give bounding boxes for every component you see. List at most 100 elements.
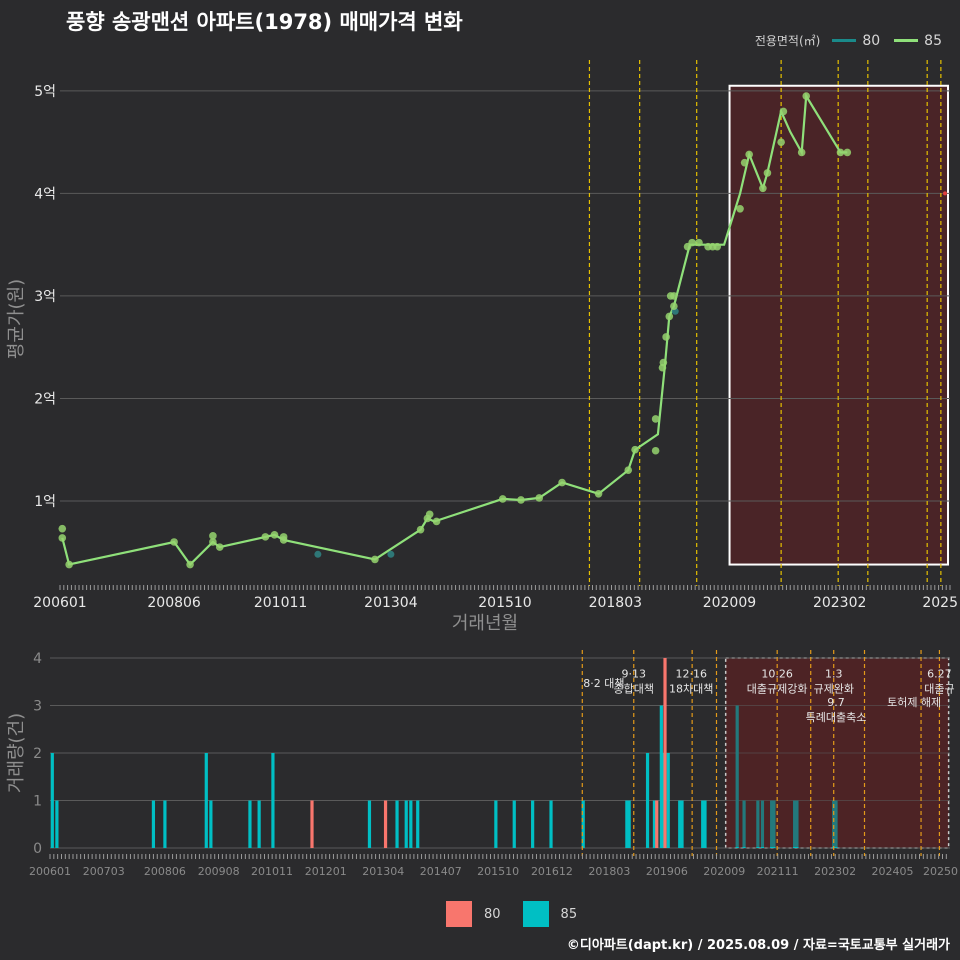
series-85-point xyxy=(843,148,852,157)
series-85-bar xyxy=(834,800,838,848)
policy-annotation: 규제완화 xyxy=(813,683,853,696)
series-85-point xyxy=(688,238,696,247)
x-tick-label: 201304 xyxy=(362,865,404,878)
series-85-bar xyxy=(50,753,54,848)
series-85-bar xyxy=(793,800,797,848)
series-85-bar xyxy=(512,800,516,848)
footer-credit: ©디아파트(dapt.kr) / 2025.08.09 / 자료=국토교통부 실… xyxy=(566,938,950,953)
series-85-point xyxy=(58,524,67,533)
series-85-point xyxy=(58,534,67,542)
x-tick-label: 202009 xyxy=(703,595,756,611)
x-tick-label: 202009 xyxy=(703,865,745,878)
series-85-point xyxy=(209,538,217,546)
legend-swatch-85 xyxy=(894,39,919,42)
series-85-point xyxy=(670,292,678,300)
series-85-bar xyxy=(770,800,774,848)
series-85-bar xyxy=(581,800,585,848)
policy-annotation: 종합대책 xyxy=(614,683,654,696)
y-tick-label: 2 xyxy=(33,746,42,762)
legend-bottom: 80 85 xyxy=(446,901,577,927)
series-85-bar xyxy=(404,800,408,848)
x-tick-label: 20250 xyxy=(923,865,958,878)
x-tick-label: 200601 xyxy=(29,865,71,878)
y-axis-title: 거래량(건) xyxy=(6,713,27,793)
series-85-bar xyxy=(760,800,765,848)
x-tick-label: 201612 xyxy=(531,865,573,878)
y-tick-label: 2억 xyxy=(34,391,56,407)
series-85-point xyxy=(425,510,434,519)
series-85-point xyxy=(209,532,217,540)
series-85-bar xyxy=(795,800,799,848)
policy-annotation: 9.7 xyxy=(827,696,845,709)
policy-annotation: 대출규제강화 xyxy=(747,683,808,696)
series-85-point xyxy=(665,312,674,321)
x-tick-label: 201407 xyxy=(420,865,462,878)
series-85-bar xyxy=(756,800,760,848)
series-85-point xyxy=(670,302,678,310)
x-tick-label: 2025 xyxy=(922,595,958,611)
series-85-point xyxy=(763,169,772,177)
series-85-point xyxy=(651,446,660,455)
series-85-bar xyxy=(55,800,59,848)
volume-bar-chart: 0 1 2 3 4 거래량(건) 8·2 대책9·13 종합대책 12·16 18차대책 10.26… xyxy=(6,650,958,878)
series-85-point xyxy=(659,358,668,367)
series-85-bar xyxy=(151,800,156,848)
series-85-bar xyxy=(659,705,663,848)
series-85-point xyxy=(371,555,379,564)
series-85-bar xyxy=(680,800,684,848)
x-tick-label: 201510 xyxy=(478,595,531,611)
series-85-bar xyxy=(678,800,682,848)
x-tick-label: 200908 xyxy=(198,865,240,878)
series-85-bar xyxy=(257,800,261,848)
series-85-point xyxy=(759,184,767,193)
series-85-point xyxy=(651,415,660,423)
policy-annotation: 1.3 xyxy=(825,668,843,681)
series-85-point xyxy=(416,525,425,534)
series-85-bar xyxy=(742,800,746,848)
legend-bottom-label-85: 85 xyxy=(560,906,578,922)
y-tick-label: 5억 xyxy=(34,84,56,100)
x-tick-label: 201201 xyxy=(305,865,347,878)
series-80-bar xyxy=(655,800,659,848)
policy-annotation: 특례대출축소 xyxy=(806,711,867,724)
series-85-point xyxy=(740,158,749,167)
x-tick-label: 201510 xyxy=(477,865,519,878)
chart-title: 풍향 송광맨션 아파트(1978) 매매가격 변화 xyxy=(66,10,463,34)
series-85-point xyxy=(261,533,270,541)
legend-bottom-swatch-80 xyxy=(446,901,472,927)
y-axis-title: 평균가(원) xyxy=(6,279,27,359)
series-85-point xyxy=(186,560,194,569)
x-tick-label: 201011 xyxy=(251,865,293,878)
series-85-bar xyxy=(652,800,657,848)
series-85-point xyxy=(779,107,788,116)
x-tick-label: 201906 xyxy=(646,865,688,878)
legend-title: 전용면적(㎡) xyxy=(754,34,821,48)
x-tick-label: 200703 xyxy=(83,865,125,878)
x-tick-label: 200806 xyxy=(147,595,201,611)
series-85-point xyxy=(215,543,224,551)
x-axis-title: 거래년월 xyxy=(452,613,518,634)
series-85-bar xyxy=(494,800,498,848)
legend-swatch-80 xyxy=(832,39,857,42)
y-tick-label: 4억 xyxy=(34,186,56,202)
series-85-bar xyxy=(772,800,776,848)
y-tick-label: 4 xyxy=(33,651,42,667)
x-tick-label: 202302 xyxy=(814,865,856,878)
x-tick-label: 201803 xyxy=(588,865,630,878)
series-85-bar xyxy=(735,705,739,848)
series-80-bar xyxy=(310,800,314,848)
highlight-box xyxy=(728,84,949,566)
y-tick-label: 3 xyxy=(33,699,42,715)
x-tick-label: 202302 xyxy=(813,595,866,611)
series-85-point xyxy=(736,204,744,213)
policy-annotation: 9·13 xyxy=(622,668,647,681)
series-80-point xyxy=(314,550,322,558)
y-tick-label: 3억 xyxy=(34,289,56,305)
policy-annotation: 18차대책 xyxy=(669,683,713,696)
series-85-point xyxy=(777,138,785,146)
series-85-bar xyxy=(204,753,208,848)
series-85-bar xyxy=(395,800,399,848)
x-tick-label: 201304 xyxy=(364,595,418,611)
y-tick-label: 0 xyxy=(33,841,42,857)
series-85-bar xyxy=(832,800,836,848)
